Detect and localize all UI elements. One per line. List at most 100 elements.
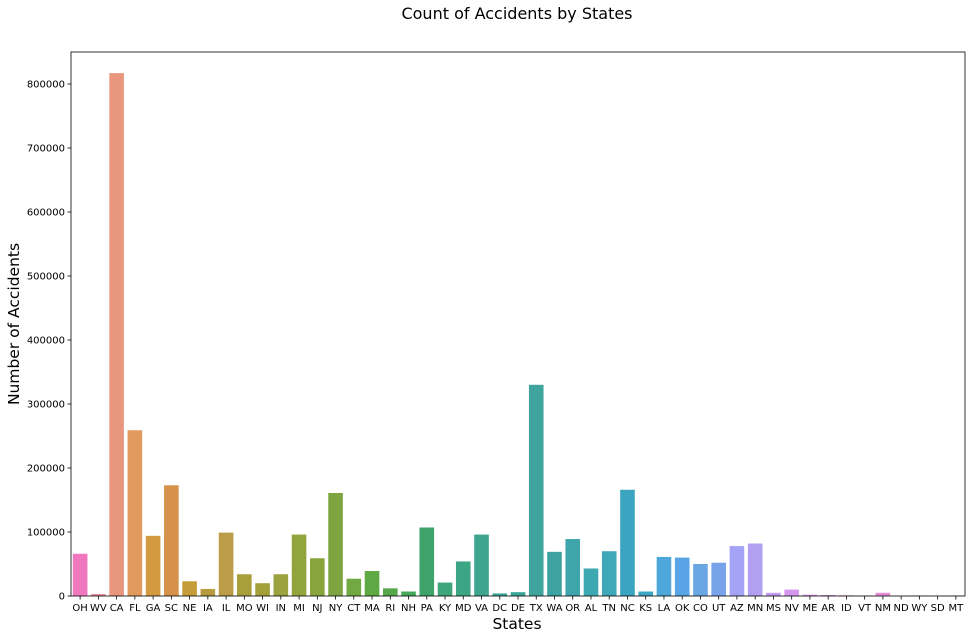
bar-tx: [528, 384, 544, 596]
x-tick-label: UT: [712, 603, 726, 614]
x-tick-label: ND: [894, 603, 909, 614]
x-tick-label: DC: [492, 603, 507, 614]
bar-fl: [127, 430, 143, 596]
y-tick-label: 400000: [27, 336, 65, 347]
x-tick-label: MO: [236, 603, 253, 614]
x-tick-label: WV: [90, 603, 107, 614]
x-tick-label: AL: [585, 603, 598, 614]
bar-nm: [875, 592, 891, 596]
chart-title: Count of Accidents by States: [401, 4, 632, 23]
x-tick-label: OK: [675, 603, 690, 614]
bar-ne: [182, 581, 197, 596]
y-axis-label: Number of Accidents: [5, 243, 23, 405]
bar-mn: [747, 543, 763, 596]
x-tick-label: WA: [546, 603, 562, 614]
bar-wv: [91, 594, 106, 596]
bar-me: [802, 594, 818, 596]
x-tick-label: VA: [475, 603, 488, 614]
bar-wa: [547, 551, 562, 596]
x-tick-label: IN: [276, 603, 286, 614]
x-tick-label: NC: [620, 603, 634, 614]
plot-frame: [70, 51, 966, 597]
x-tick-label: MI: [293, 603, 305, 614]
bar-oh: [72, 553, 88, 596]
x-tick-label: KY: [439, 603, 452, 614]
x-tick-label: TX: [529, 603, 543, 614]
bar-al: [583, 568, 599, 596]
bar-ca: [109, 73, 124, 597]
x-tick-label: VT: [858, 603, 872, 614]
x-tick-label: WY: [911, 603, 928, 614]
y-tick-label: 700000: [27, 144, 65, 155]
x-tick-label: NJ: [312, 603, 322, 614]
x-tick-label: AZ: [730, 603, 744, 614]
bar-ia: [200, 588, 216, 596]
bar-ny: [328, 492, 343, 596]
x-tick-label: SD: [931, 603, 945, 614]
bar-ar: [820, 595, 836, 596]
x-tick-label: ME: [802, 603, 817, 614]
bar-ct: [346, 578, 362, 596]
x-tick-label: KS: [639, 603, 652, 614]
x-tick-label: SC: [165, 603, 178, 614]
bar-mi: [291, 534, 307, 596]
bar-va: [474, 534, 489, 596]
x-tick-label: AR: [821, 603, 835, 614]
x-tick-label: NM: [875, 603, 891, 614]
plot-area: OH WV CA FL GA SC NE IA IL MO WI IN MI NJ NY CT MA RI NH PA…: [27, 73, 964, 614]
y-tick-label: 500000: [27, 272, 65, 283]
bar-ma: [364, 571, 380, 596]
y-tick-label: 300000: [27, 400, 65, 411]
x-tick-label: NH: [401, 603, 416, 614]
bar-ut: [711, 562, 726, 596]
bar-co: [693, 564, 708, 596]
bar-ks: [638, 591, 654, 596]
bar-pa: [419, 527, 435, 596]
bar-nj: [310, 558, 325, 596]
x-tick-label: CA: [110, 603, 124, 614]
y-tick-label: 600000: [27, 208, 65, 219]
bar-ok: [674, 557, 690, 596]
x-tick-label: MT: [949, 603, 965, 614]
x-tick-label: ID: [841, 603, 852, 614]
x-tick-label: OR: [565, 603, 580, 614]
bar-dc: [492, 593, 508, 596]
x-axis-label: States: [492, 615, 541, 633]
bar-ga: [145, 535, 161, 596]
bar-nh: [401, 591, 416, 596]
bar-ms: [766, 592, 781, 596]
y-tick-label: 0: [59, 592, 65, 603]
x-tick-label: LA: [658, 603, 671, 614]
x-tick-label: IL: [222, 603, 231, 614]
bar-il: [218, 532, 234, 596]
x-tick-label: PA: [421, 603, 433, 614]
bar-az: [729, 546, 745, 596]
x-tick-label: MA: [364, 603, 380, 614]
x-tick-label: DE: [511, 603, 525, 614]
bar-sc: [164, 485, 179, 596]
x-tick-label: NE: [183, 603, 197, 614]
x-tick-label: FL: [129, 603, 141, 614]
y-tick-label: 100000: [27, 528, 65, 539]
bar-in: [273, 574, 289, 596]
x-tick-label: MD: [455, 603, 472, 614]
x-tick-label: NY: [329, 603, 343, 614]
bar-ri: [382, 588, 398, 596]
x-tick-label: MS: [766, 603, 781, 614]
x-tick-label: RI: [385, 603, 395, 614]
x-tick-label: OH: [72, 603, 87, 614]
bar-wi: [255, 583, 270, 596]
y-tick-label: 800000: [27, 80, 65, 91]
y-tick-label: 200000: [27, 464, 65, 475]
x-tick-label: IA: [203, 603, 213, 614]
bar-ky: [437, 582, 453, 596]
bar-la: [656, 556, 672, 596]
x-tick-label: CT: [347, 603, 361, 614]
bar-tn: [601, 551, 617, 596]
x-tick-label: NV: [785, 603, 799, 614]
bar-mo: [237, 574, 252, 596]
bar-nv: [784, 589, 799, 596]
bar-md: [455, 561, 471, 596]
x-tick-label: CO: [693, 603, 708, 614]
